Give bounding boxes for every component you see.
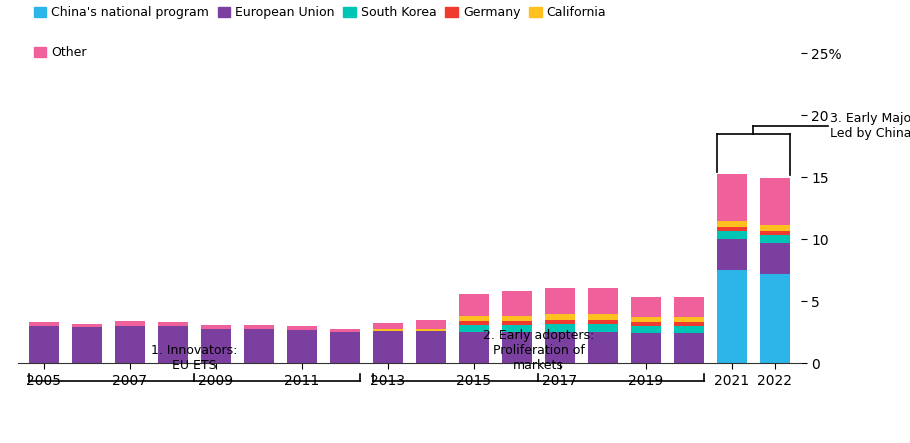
Bar — [116, 321, 145, 326]
Text: 3. Early Majority:
Led by China: 3. Early Majority: Led by China — [831, 113, 910, 140]
Bar — [589, 288, 618, 314]
Bar — [158, 326, 187, 363]
Bar — [632, 322, 661, 326]
Bar — [674, 334, 703, 363]
Bar — [717, 227, 746, 231]
Bar — [245, 329, 274, 363]
Bar — [761, 178, 790, 225]
Bar — [717, 174, 746, 221]
Bar — [589, 314, 618, 320]
Bar — [632, 326, 661, 334]
Bar — [761, 225, 790, 230]
Bar — [674, 322, 703, 326]
Bar — [632, 334, 661, 363]
Bar — [545, 314, 574, 320]
Bar — [761, 274, 790, 363]
Text: 2. Early adopters:
Proliferation of
markets: 2. Early adopters: Proliferation of mark… — [483, 329, 594, 372]
Bar — [460, 321, 489, 325]
Bar — [330, 332, 359, 363]
Bar — [761, 230, 790, 235]
Bar — [674, 326, 703, 334]
Bar — [674, 317, 703, 322]
Text: 1. Innovators:
EU ETS: 1. Innovators: EU ETS — [151, 344, 238, 372]
Bar — [417, 331, 446, 363]
Bar — [717, 221, 746, 227]
Bar — [417, 329, 446, 331]
Bar — [460, 325, 489, 332]
Bar — [502, 291, 531, 316]
Bar — [29, 323, 58, 326]
Bar — [417, 320, 446, 329]
Bar — [116, 326, 145, 363]
Bar — [632, 297, 661, 317]
Bar — [201, 325, 230, 329]
Bar — [373, 331, 402, 363]
Bar — [373, 329, 402, 331]
Bar — [761, 243, 790, 274]
Bar — [502, 316, 531, 321]
Bar — [288, 330, 317, 363]
Bar — [201, 329, 230, 363]
Bar — [717, 231, 746, 239]
Bar — [373, 323, 402, 329]
Bar — [589, 332, 618, 363]
Bar — [717, 239, 746, 270]
Bar — [460, 332, 489, 363]
Bar — [589, 324, 618, 332]
Bar — [73, 323, 102, 327]
Bar — [158, 322, 187, 326]
Bar — [632, 317, 661, 322]
Bar — [674, 297, 703, 317]
Legend: Other: Other — [34, 46, 86, 59]
Bar — [545, 332, 574, 363]
Bar — [589, 320, 618, 324]
Bar — [502, 325, 531, 332]
Bar — [545, 288, 574, 314]
Bar — [460, 316, 489, 321]
Legend: China's national program, European Union, South Korea, Germany, California: China's national program, European Union… — [34, 6, 606, 19]
Bar — [545, 320, 574, 324]
Bar — [288, 326, 317, 330]
Bar — [502, 332, 531, 363]
Bar — [761, 235, 790, 243]
Bar — [73, 327, 102, 363]
Bar — [29, 326, 58, 363]
Bar — [545, 324, 574, 332]
Bar — [245, 325, 274, 329]
Bar — [330, 329, 359, 332]
Bar — [717, 270, 746, 363]
Bar — [502, 321, 531, 325]
Bar — [460, 294, 489, 316]
